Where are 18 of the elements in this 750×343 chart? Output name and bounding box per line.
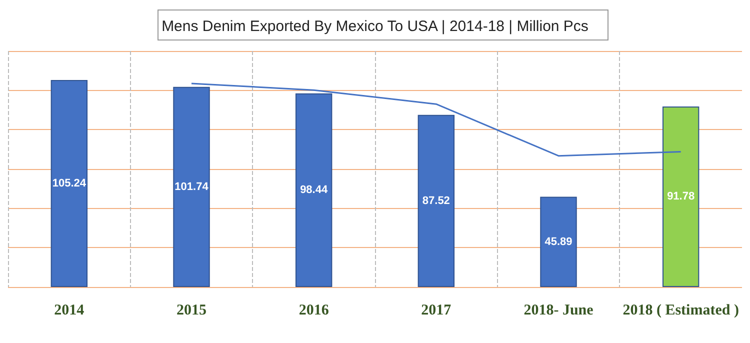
x-tick-label: 2016 — [298, 302, 330, 318]
data-label: 105.24 — [52, 178, 87, 190]
bar — [50, 80, 88, 287]
x-tick-label: 2015 — [176, 302, 206, 318]
data-label: 91.78 — [667, 190, 695, 203]
chart-title: Mens Denim Exported By Mexico To USA | 2014-18 | Million Pcs — [162, 18, 588, 35]
bar — [540, 196, 577, 287]
data-label: 98.44 — [300, 184, 328, 196]
data-label: 101.74 — [174, 180, 210, 193]
x-tick-label: 2017 — [421, 302, 452, 318]
bar — [662, 106, 700, 287]
x-tick-label: 2018- June — [524, 302, 594, 318]
bar — [418, 114, 455, 287]
x-tick-label: 2014 — [54, 302, 85, 318]
data-label: 87.52 — [422, 194, 450, 207]
bar — [173, 86, 210, 287]
x-tick-label: 2018 ( Estimated ) — [622, 302, 739, 318]
data-label: 45.89 — [544, 236, 572, 248]
